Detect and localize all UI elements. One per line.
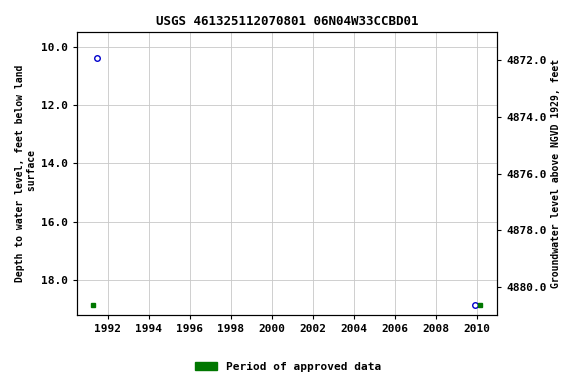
Title: USGS 461325112070801 06N04W33CCBD01: USGS 461325112070801 06N04W33CCBD01 [156, 15, 418, 28]
Legend: Period of approved data: Period of approved data [191, 358, 385, 377]
Y-axis label: Depth to water level, feet below land
 surface: Depth to water level, feet below land su… [15, 65, 37, 282]
Y-axis label: Groundwater level above NGVD 1929, feet: Groundwater level above NGVD 1929, feet [551, 59, 561, 288]
